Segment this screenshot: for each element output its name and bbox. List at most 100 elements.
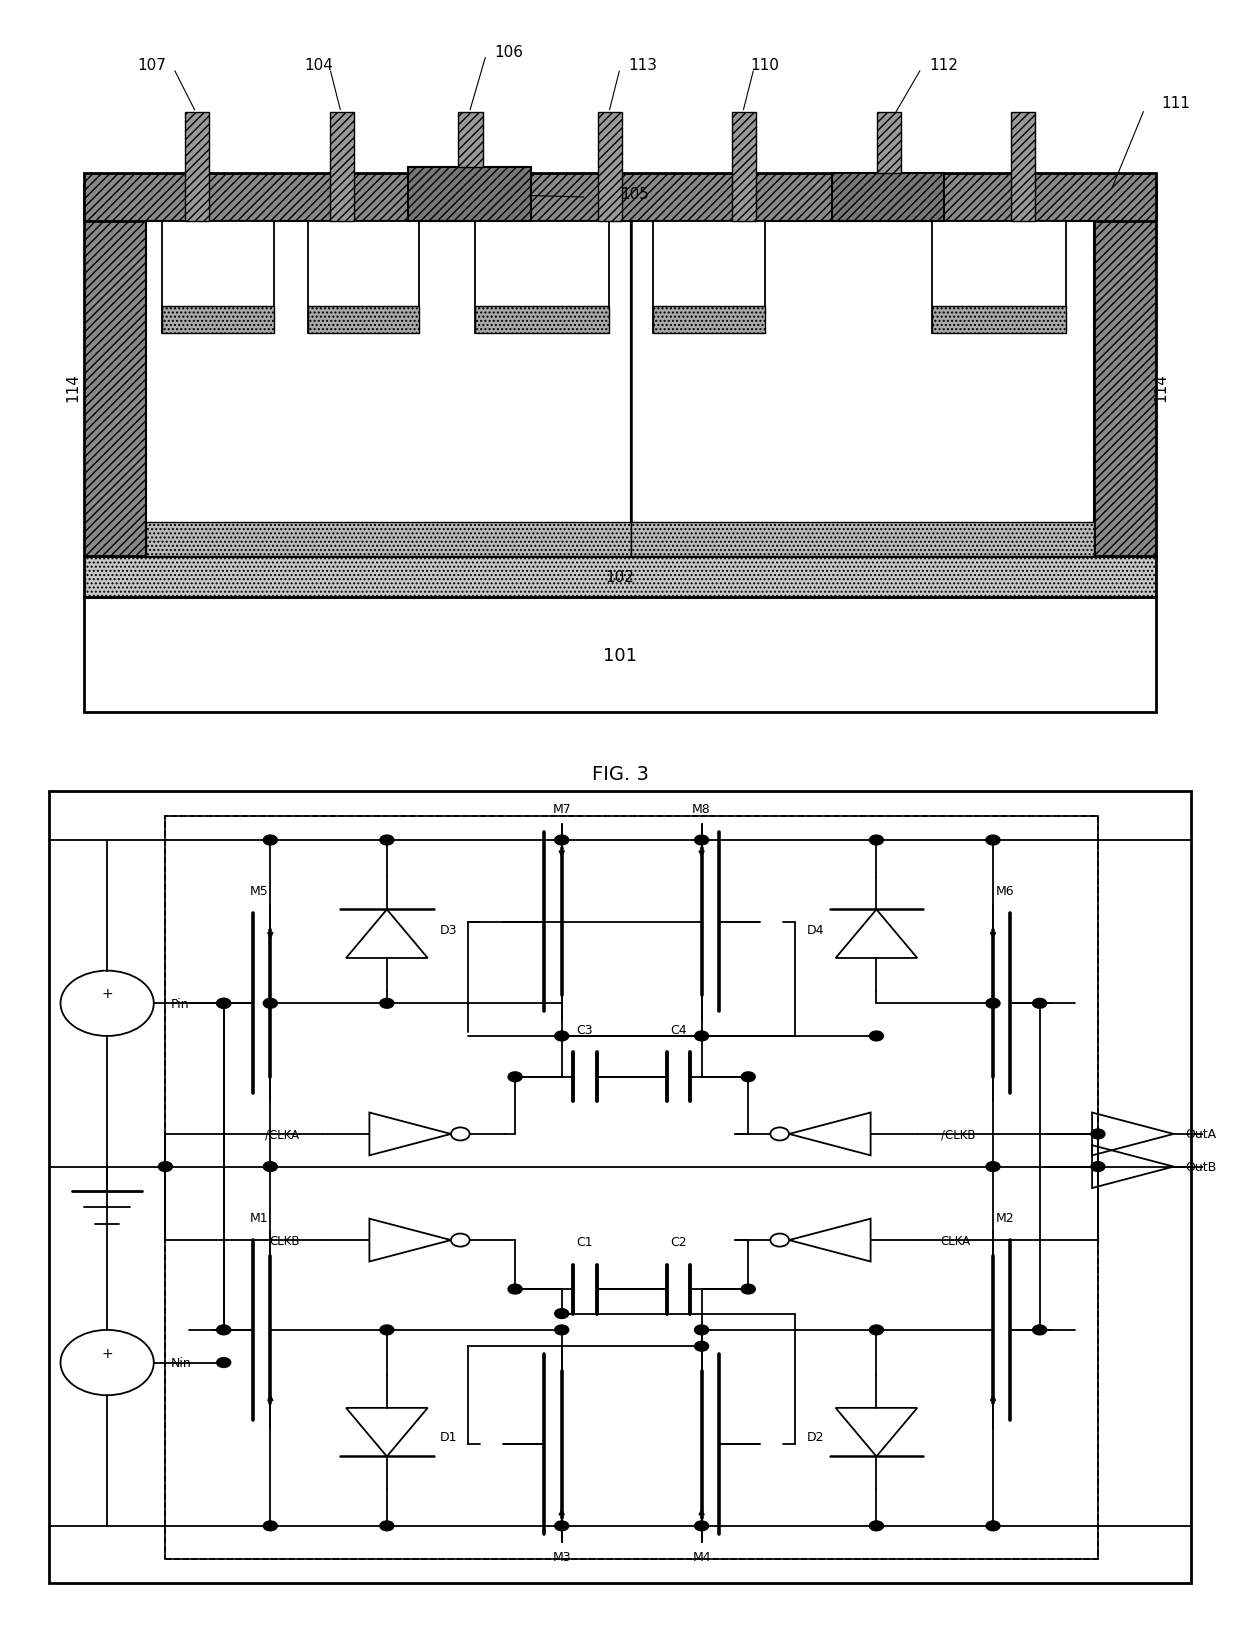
Text: C3: C3 xyxy=(577,1023,594,1036)
Bar xyxy=(475,307,609,333)
Circle shape xyxy=(986,1162,999,1172)
Text: /CLKB: /CLKB xyxy=(940,1128,975,1141)
Text: D1: D1 xyxy=(439,1430,456,1443)
Bar xyxy=(459,113,482,168)
Bar xyxy=(653,222,765,333)
Bar xyxy=(598,113,622,222)
Circle shape xyxy=(742,1284,755,1294)
Bar xyxy=(162,307,274,333)
Text: D4: D4 xyxy=(806,924,823,937)
Circle shape xyxy=(986,1521,999,1531)
Text: M6: M6 xyxy=(996,885,1014,898)
Circle shape xyxy=(554,1325,569,1335)
Text: C1: C1 xyxy=(577,1235,594,1248)
Bar xyxy=(308,222,419,333)
Circle shape xyxy=(217,999,231,1009)
Circle shape xyxy=(217,1325,231,1335)
Circle shape xyxy=(508,1072,522,1082)
Circle shape xyxy=(694,1325,708,1335)
Bar xyxy=(1094,184,1156,557)
Circle shape xyxy=(694,836,708,845)
Circle shape xyxy=(1033,1325,1047,1335)
Circle shape xyxy=(694,1521,708,1531)
Text: 103: 103 xyxy=(324,392,358,410)
Bar xyxy=(146,222,631,557)
Circle shape xyxy=(1091,1162,1105,1172)
Text: Nin: Nin xyxy=(171,1356,192,1369)
Circle shape xyxy=(379,1521,394,1531)
Bar xyxy=(653,307,765,333)
Bar xyxy=(165,816,1097,1559)
Text: OutA: OutA xyxy=(1185,1128,1216,1141)
Circle shape xyxy=(379,836,394,845)
Circle shape xyxy=(508,1284,522,1294)
Text: 113: 113 xyxy=(627,59,657,73)
Text: 101: 101 xyxy=(603,646,637,664)
Text: 104: 104 xyxy=(304,59,334,73)
Bar xyxy=(84,175,1156,222)
Text: 108: 108 xyxy=(207,259,229,273)
Bar xyxy=(408,168,531,222)
Text: D2: D2 xyxy=(806,1430,823,1443)
Text: M3: M3 xyxy=(552,1550,572,1563)
Bar xyxy=(932,307,1066,333)
Circle shape xyxy=(379,1325,394,1335)
Text: M1: M1 xyxy=(249,1211,268,1224)
Text: Pin: Pin xyxy=(171,997,190,1010)
Text: 114: 114 xyxy=(66,374,81,401)
Circle shape xyxy=(1091,1129,1105,1139)
Bar xyxy=(631,222,1094,557)
Circle shape xyxy=(869,1325,883,1335)
Circle shape xyxy=(694,1031,708,1041)
Text: M5: M5 xyxy=(249,885,268,898)
Bar xyxy=(877,113,901,175)
Circle shape xyxy=(379,999,394,1009)
Circle shape xyxy=(869,1031,883,1041)
Text: CLKB: CLKB xyxy=(269,1234,300,1247)
Text: 109: 109 xyxy=(804,392,838,410)
Text: 105: 105 xyxy=(620,188,649,202)
Text: M4: M4 xyxy=(692,1550,711,1563)
Text: C4: C4 xyxy=(670,1023,687,1036)
Text: M2: M2 xyxy=(996,1211,1014,1224)
Bar xyxy=(308,307,419,333)
Bar xyxy=(185,113,210,222)
Text: 111: 111 xyxy=(1161,96,1190,111)
Bar xyxy=(932,222,1066,333)
Circle shape xyxy=(869,836,883,845)
Circle shape xyxy=(159,1162,172,1172)
Circle shape xyxy=(263,999,278,1009)
Bar xyxy=(732,113,756,222)
Bar xyxy=(165,816,1097,1559)
Text: M8: M8 xyxy=(692,803,711,816)
Bar xyxy=(162,222,274,333)
Text: 102: 102 xyxy=(605,570,635,584)
Circle shape xyxy=(263,836,278,845)
Bar xyxy=(330,113,355,222)
Text: 108: 108 xyxy=(352,259,374,273)
Bar xyxy=(84,597,1156,713)
Text: 110: 110 xyxy=(750,59,780,73)
Text: CLKA: CLKA xyxy=(940,1234,971,1247)
Text: 107: 107 xyxy=(136,59,166,73)
Text: M7: M7 xyxy=(552,803,572,816)
Text: C2: C2 xyxy=(670,1235,687,1248)
Circle shape xyxy=(554,1309,569,1319)
Bar xyxy=(146,522,631,557)
Text: FIG. 3: FIG. 3 xyxy=(591,764,649,783)
Circle shape xyxy=(1033,999,1047,1009)
Bar xyxy=(84,184,146,557)
Text: 112: 112 xyxy=(929,59,959,73)
Bar xyxy=(1011,113,1035,222)
Bar xyxy=(832,175,944,222)
Circle shape xyxy=(986,999,999,1009)
Circle shape xyxy=(554,1031,569,1041)
Circle shape xyxy=(986,836,999,845)
Circle shape xyxy=(742,1072,755,1082)
Text: D3: D3 xyxy=(439,924,456,937)
Text: 114: 114 xyxy=(1153,374,1169,401)
Bar xyxy=(84,557,1156,597)
Circle shape xyxy=(694,1342,708,1351)
Circle shape xyxy=(869,1521,883,1531)
Text: OutB: OutB xyxy=(1185,1160,1216,1173)
